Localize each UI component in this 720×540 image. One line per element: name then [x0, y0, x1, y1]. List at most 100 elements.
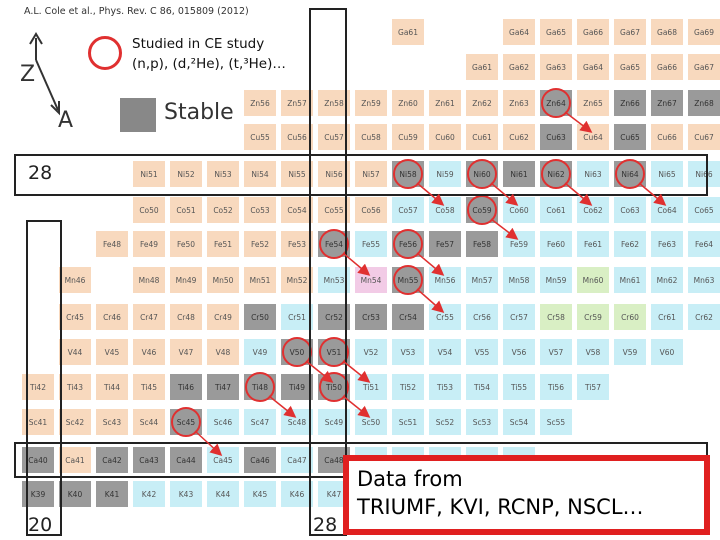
nuclide-cell: Co58: [428, 196, 462, 224]
nuclide-cell: Co53: [243, 196, 277, 224]
nuclide-cell: V59: [613, 338, 647, 366]
nuclide-cell: Mn50: [206, 266, 240, 294]
nuclide-cell: Co59: [465, 196, 499, 224]
nuclide-cell: Zn62: [465, 89, 499, 117]
nuclide-cell: Co63: [613, 196, 647, 224]
nuclide-cell: V44: [58, 338, 92, 366]
nuclide-cell: Zn63: [502, 89, 536, 117]
nuclide-cell: Mn46: [58, 266, 92, 294]
nuclide-cell: Zn67: [650, 89, 684, 117]
nuclide-cell: Co60: [502, 196, 536, 224]
nuclide-cell: Cr49: [206, 303, 240, 331]
nuclide-cell: Cr47: [132, 303, 166, 331]
nuclide-cell: Co54: [280, 196, 314, 224]
nuclide-cell: Zn64: [539, 89, 573, 117]
nuclide-cell: Sc43: [95, 408, 129, 436]
nuclide-cell: V47: [169, 338, 203, 366]
nuclide-cell: Fe64: [687, 230, 720, 258]
nuclide-cell: Ga63: [539, 53, 573, 81]
nuclide-cell: Ti50: [317, 373, 351, 401]
axis-label-z: Z: [20, 62, 36, 87]
nuclide-cell: Ni66: [687, 160, 720, 188]
nuclide-cell: K46: [280, 480, 314, 508]
nuclide-cell: Cr45: [58, 303, 92, 331]
nuclide-cell: Cr48: [169, 303, 203, 331]
nuclide-cell: Zn59: [354, 89, 388, 117]
legend-studied: Studied in CE study (n,p), (d,²He), (t,³…: [132, 34, 286, 74]
nuclide-cell: Sc52: [428, 408, 462, 436]
nuclide-cell: Cr56: [465, 303, 499, 331]
nuclide-cell: V46: [132, 338, 166, 366]
nuclide-cell: Ca47: [280, 446, 314, 474]
nuclide-cell: Mn51: [243, 266, 277, 294]
nuclide-cell: V51: [317, 338, 351, 366]
legend-stable-swatch: [120, 98, 156, 132]
nuclide-cell: Cr55: [428, 303, 462, 331]
nuclide-cell: Cr58: [539, 303, 573, 331]
nuclide-cell: Ga65: [539, 18, 573, 46]
nuclide-cell: Ca40: [21, 446, 55, 474]
data-source-box: Data from TRIUMF, KVI, RCNP, NSCL…: [343, 455, 710, 535]
nuclide-cell: Fe48: [95, 230, 129, 258]
nuclide-cell: Ga62: [502, 53, 536, 81]
nuclide-cell: Ca44: [169, 446, 203, 474]
nuclide-cell: Fe58: [465, 230, 499, 258]
nuclide-cell: V56: [502, 338, 536, 366]
nuclide-cell: Mn61: [613, 266, 647, 294]
nuclide-cell: K40: [58, 480, 92, 508]
nuclide-cell: Ti53: [428, 373, 462, 401]
nuclide-cell: Sc42: [58, 408, 92, 436]
nuclide-cell: Ti43: [58, 373, 92, 401]
nuclide-cell: Mn53: [317, 266, 351, 294]
nuclide-cell: Mn63: [687, 266, 720, 294]
nuclide-cell: Ti44: [95, 373, 129, 401]
nuclide-cell: V60: [650, 338, 684, 366]
nuclide-cell: Fe59: [502, 230, 536, 258]
nuclide-cell: Mn58: [502, 266, 536, 294]
nuclide-cell: V45: [95, 338, 129, 366]
nuclide-cell: Ni58: [391, 160, 425, 188]
nuclide-cell: Zn65: [576, 89, 610, 117]
nuclide-cell: K45: [243, 480, 277, 508]
nuclide-cell: Ni56: [317, 160, 351, 188]
nuclide-cell: Ti55: [502, 373, 536, 401]
nuclide-cell: Ni53: [206, 160, 240, 188]
nuclide-cell: Zn66: [613, 89, 647, 117]
magic-label-n28: 28: [313, 514, 338, 536]
nuclide-cell: Ti47: [206, 373, 240, 401]
nuclide-cell: Ti54: [465, 373, 499, 401]
nuclide-cell: Ca45: [206, 446, 240, 474]
nuclide-cell: K42: [132, 480, 166, 508]
nuclide-cell: Fe50: [169, 230, 203, 258]
nuclide-cell: Fe62: [613, 230, 647, 258]
nuclide-cell: Ti45: [132, 373, 166, 401]
nuclide-cell: Cu59: [391, 123, 425, 151]
nuclide-cell: Cr57: [502, 303, 536, 331]
nuclide-cell: Co56: [354, 196, 388, 224]
nuclide-cell: Fe60: [539, 230, 573, 258]
nuclide-cell: Cr60: [613, 303, 647, 331]
nuclide-cell: Ni55: [280, 160, 314, 188]
nuclide-cell: Cr62: [687, 303, 720, 331]
nuclide-cell: Mn49: [169, 266, 203, 294]
nuclide-cell: Co57: [391, 196, 425, 224]
nuclide-cell: V58: [576, 338, 610, 366]
nuclide-cell: Cr51: [280, 303, 314, 331]
nuclide-cell: Cr50: [243, 303, 277, 331]
nuclide-cell: Cu67: [687, 123, 720, 151]
nuclide-cell: V53: [391, 338, 425, 366]
nuclide-cell: Cu66: [650, 123, 684, 151]
magic-label-z20: 20: [28, 514, 53, 536]
nuclide-cell: Zn58: [317, 89, 351, 117]
nuclide-cell: Sc41: [21, 408, 55, 436]
nuclide-cell: Mn62: [650, 266, 684, 294]
nuclide-cell: Cr59: [576, 303, 610, 331]
nuclide-cell: Cu65: [613, 123, 647, 151]
nuclide-cell: Fe52: [243, 230, 277, 258]
nuclide-cell: Ti51: [354, 373, 388, 401]
nuclide-cell: Fe61: [576, 230, 610, 258]
nuclide-cell: Ca43: [132, 446, 166, 474]
nuclide-cell: Ni65: [650, 160, 684, 188]
legend-stable-label: Stable: [164, 100, 234, 125]
nuclide-cell: Fe55: [354, 230, 388, 258]
